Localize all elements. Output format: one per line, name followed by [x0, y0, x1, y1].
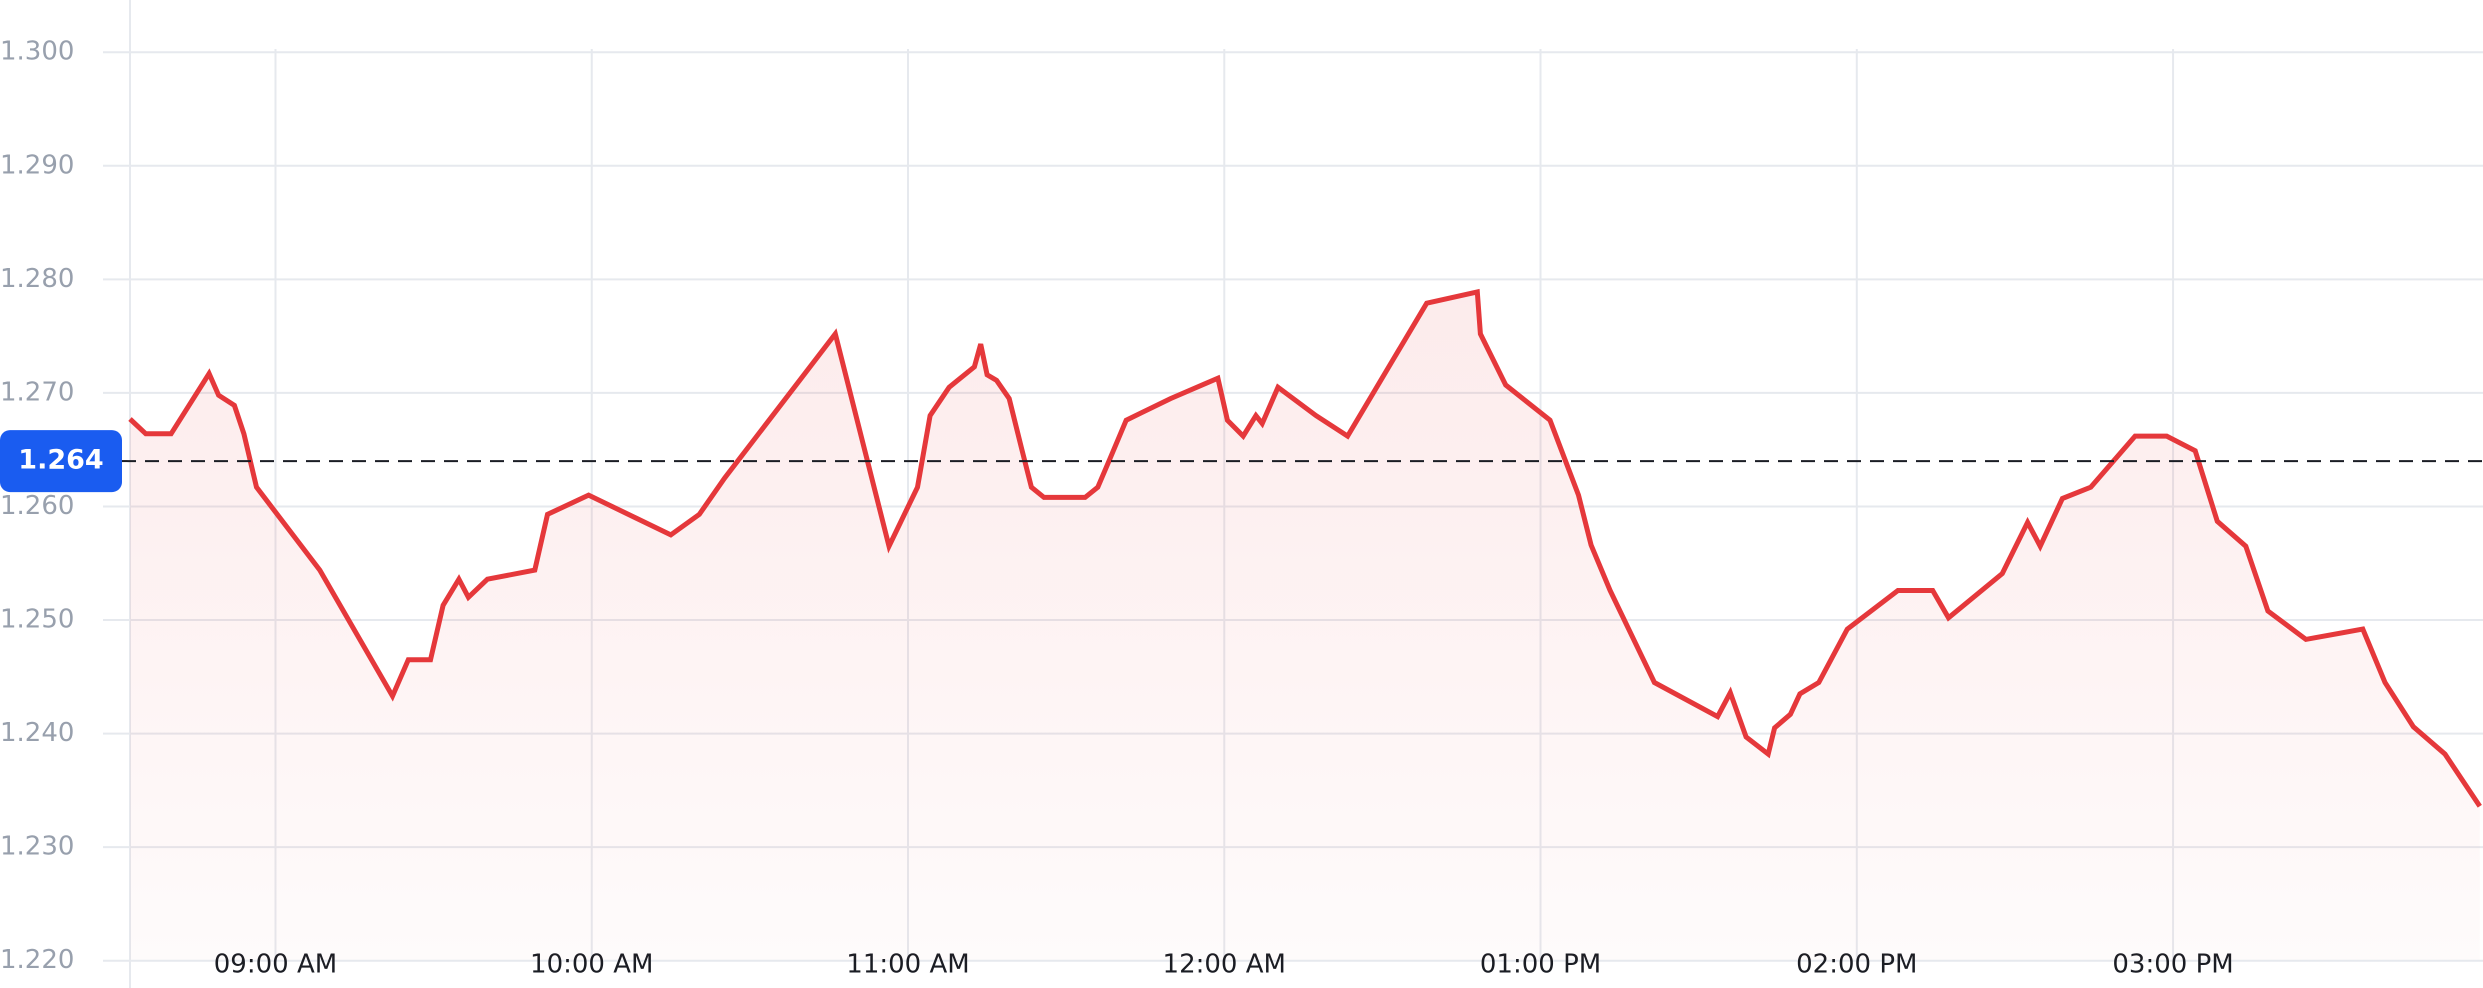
y-tick-label: 1.280 [0, 264, 74, 294]
y-tick-label: 1.290 [0, 150, 74, 180]
reference-label: 1.264 [18, 445, 103, 476]
line [128, 288, 2482, 808]
area [130, 291, 2480, 960]
y-tick-label: 1.300 [0, 37, 74, 67]
y-tick-label: 1.220 [0, 945, 74, 975]
y-tick-label: 1.230 [0, 832, 74, 862]
reference-badge [0, 430, 122, 493]
y-tick-label: 1.250 [0, 605, 74, 635]
y-tick-label: 1.270 [0, 377, 74, 407]
y-tick-label: 1.240 [0, 718, 74, 748]
y-tick-label: 1.260 [0, 491, 74, 521]
